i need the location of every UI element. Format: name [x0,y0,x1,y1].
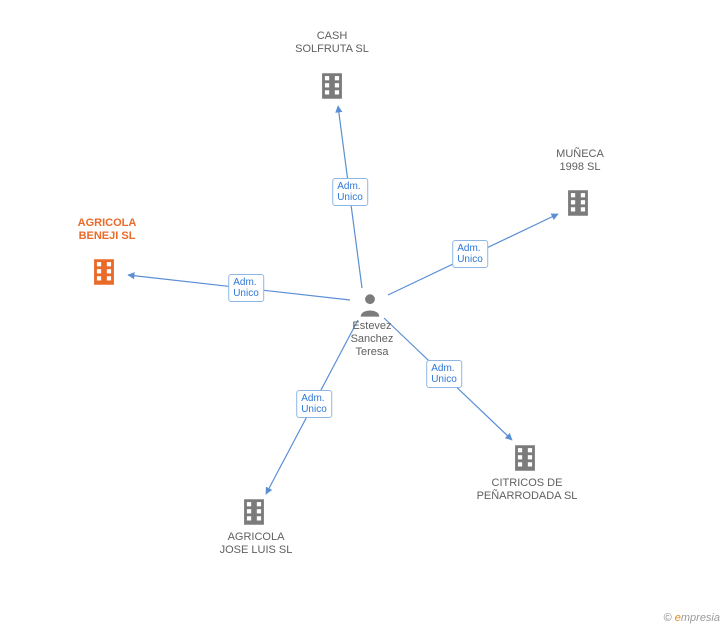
copyright-footer: © empresia [664,612,720,624]
building-icon [561,186,595,220]
company-label: CITRICOS DE PEÑARRODADA SL [477,477,578,503]
building-icon [87,255,121,289]
building-icon [315,69,349,103]
company-label: CASH SOLFRUTA SL [295,30,369,56]
edge-label: Adm. Unico [228,274,264,302]
building-icon [508,441,542,475]
copyright-symbol: © [664,612,672,624]
building-icon [237,495,271,529]
edge-label: Adm. Unico [296,390,332,418]
center-person-label: Estevez Sanchez Teresa [351,320,394,359]
person-icon [356,291,384,319]
edge-label: Adm. Unico [452,240,488,268]
company-label: AGRICOLA JOSE LUIS SL [220,531,293,557]
edge-label: Adm. Unico [332,178,368,206]
diagram-canvas: Estevez Sanchez Teresa CASH SOLFRUTA SL … [0,0,728,630]
edge-label: Adm. Unico [426,360,462,388]
company-label: AGRICOLA BENEJI SL [78,217,137,243]
brand-rest: mpresia [681,612,720,624]
company-label: MUÑECA 1998 SL [556,148,604,174]
